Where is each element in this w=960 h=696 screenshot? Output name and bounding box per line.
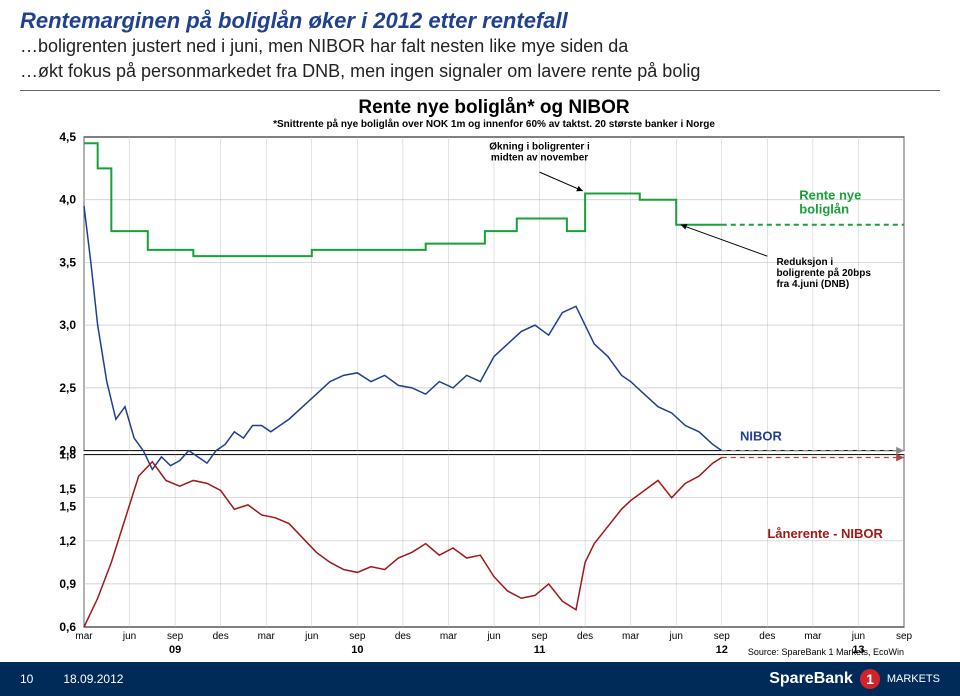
svg-text:jun: jun <box>851 631 865 642</box>
svg-text:Rente nye: Rente nye <box>799 188 861 203</box>
svg-text:sep: sep <box>714 631 731 642</box>
svg-text:1: 1 <box>866 671 874 687</box>
svg-text:3,0: 3,0 <box>59 318 76 332</box>
page-number: 10 <box>20 672 33 686</box>
svg-text:sep: sep <box>896 631 913 642</box>
svg-text:jun: jun <box>304 631 318 642</box>
svg-text:11: 11 <box>534 644 546 656</box>
svg-text:*Snittrente på nye boliglån ov: *Snittrente på nye boliglån over NOK 1m … <box>273 118 715 130</box>
brand-name: SpareBank <box>769 670 853 688</box>
svg-text:mar: mar <box>440 631 458 642</box>
svg-text:boligrente på 20bps: boligrente på 20bps <box>776 267 871 279</box>
svg-text:jun: jun <box>486 631 500 642</box>
svg-text:des: des <box>577 631 593 642</box>
svg-text:fra 4.juni (DNB): fra 4.juni (DNB) <box>776 279 849 290</box>
svg-text:NIBOR: NIBOR <box>740 429 783 444</box>
svg-text:1,5: 1,5 <box>59 500 76 514</box>
svg-text:mar: mar <box>75 631 93 642</box>
footer-date: 18.09.2012 <box>63 672 123 686</box>
svg-text:1,5: 1,5 <box>59 482 76 496</box>
svg-text:4,5: 4,5 <box>59 130 76 144</box>
svg-text:0,9: 0,9 <box>59 577 76 591</box>
svg-text:2,5: 2,5 <box>59 381 76 395</box>
page-title: Rentemarginen på boliglån øker i 2012 et… <box>20 8 940 33</box>
brand-icon: 1 <box>859 668 881 690</box>
svg-text:midten av november: midten av november <box>491 153 588 164</box>
svg-text:sep: sep <box>531 631 548 642</box>
svg-text:0,6: 0,6 <box>59 620 76 634</box>
svg-text:des: des <box>213 631 229 642</box>
svg-text:1,8: 1,8 <box>59 448 76 462</box>
header-divider <box>20 90 940 91</box>
svg-text:sep: sep <box>349 631 366 642</box>
svg-text:4,0: 4,0 <box>59 193 76 207</box>
page-subtitle-1: …boligrenten justert ned i juni, men NIB… <box>20 35 940 58</box>
svg-text:12: 12 <box>716 644 728 656</box>
chart-container: Rente nye boliglån* og NIBOR*Snittrente … <box>20 97 940 657</box>
svg-text:des: des <box>759 631 775 642</box>
svg-text:sep: sep <box>167 631 184 642</box>
chart-svg: Rente nye boliglån* og NIBOR*Snittrente … <box>20 97 940 657</box>
brand-suffix: MARKETS <box>887 673 940 685</box>
svg-text:Source: SpareBank 1 Markets, E: Source: SpareBank 1 Markets, EcoWin <box>748 647 904 657</box>
svg-text:mar: mar <box>258 631 276 642</box>
svg-text:09: 09 <box>169 644 181 656</box>
svg-text:Reduksjon i: Reduksjon i <box>776 257 833 268</box>
svg-text:des: des <box>395 631 411 642</box>
page-subtitle-2: …økt fokus på personmarkedet fra DNB, me… <box>20 60 940 83</box>
svg-text:mar: mar <box>804 631 822 642</box>
brand-logo: SpareBank 1 MARKETS <box>769 668 940 690</box>
svg-text:boliglån: boliglån <box>799 202 849 217</box>
svg-text:Rente nye boliglån* og NIBOR: Rente nye boliglån* og NIBOR <box>358 97 630 118</box>
svg-text:mar: mar <box>622 631 640 642</box>
svg-text:Lånerente - NIBOR: Lånerente - NIBOR <box>767 526 883 541</box>
svg-text:jun: jun <box>669 631 683 642</box>
svg-text:jun: jun <box>122 631 136 642</box>
svg-text:3,5: 3,5 <box>59 256 76 270</box>
svg-text:1,2: 1,2 <box>59 534 76 548</box>
svg-text:10: 10 <box>351 644 363 656</box>
footer-bar: 10 18.09.2012 SpareBank 1 MARKETS <box>0 662 960 696</box>
svg-text:Økning i boligrenter i: Økning i boligrenter i <box>489 142 590 153</box>
